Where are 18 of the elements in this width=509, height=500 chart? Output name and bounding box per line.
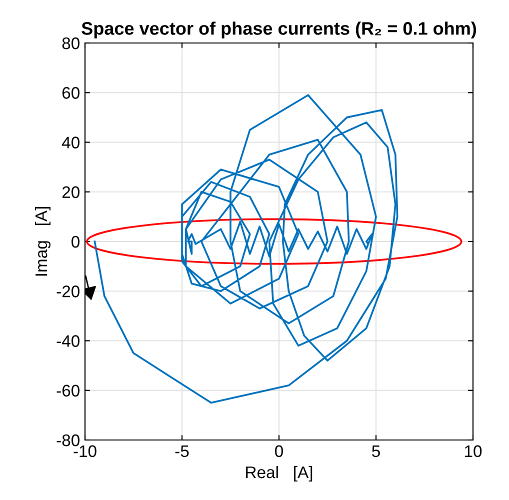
y-tick-label: 20 <box>62 186 80 198</box>
x-tick-label: 10 <box>465 445 482 458</box>
y-tick-label: -80 <box>56 434 80 446</box>
x-tick-label: -10 <box>74 445 96 458</box>
line-series <box>94 94 398 404</box>
y-tick-label: 60 <box>62 87 80 99</box>
y-tick-label: -20 <box>56 286 80 298</box>
x-tick-label: -5 <box>175 445 189 458</box>
y-tick-label: 80 <box>62 37 80 50</box>
x-tick-label: 0 <box>275 445 283 458</box>
x-axis-title: Real [A] <box>246 466 312 482</box>
y-axis-title: Imag [A] <box>34 207 50 276</box>
y-tick-label: 0 <box>72 236 80 248</box>
chart-title: Space vector of phase currents (R₂ = 0.1 ohm) <box>82 22 476 38</box>
y-tick-label: -40 <box>56 335 80 347</box>
y-tick-label: -60 <box>56 384 80 397</box>
y-tick-label: 40 <box>62 136 80 148</box>
x-tick-label: 5 <box>372 445 380 458</box>
